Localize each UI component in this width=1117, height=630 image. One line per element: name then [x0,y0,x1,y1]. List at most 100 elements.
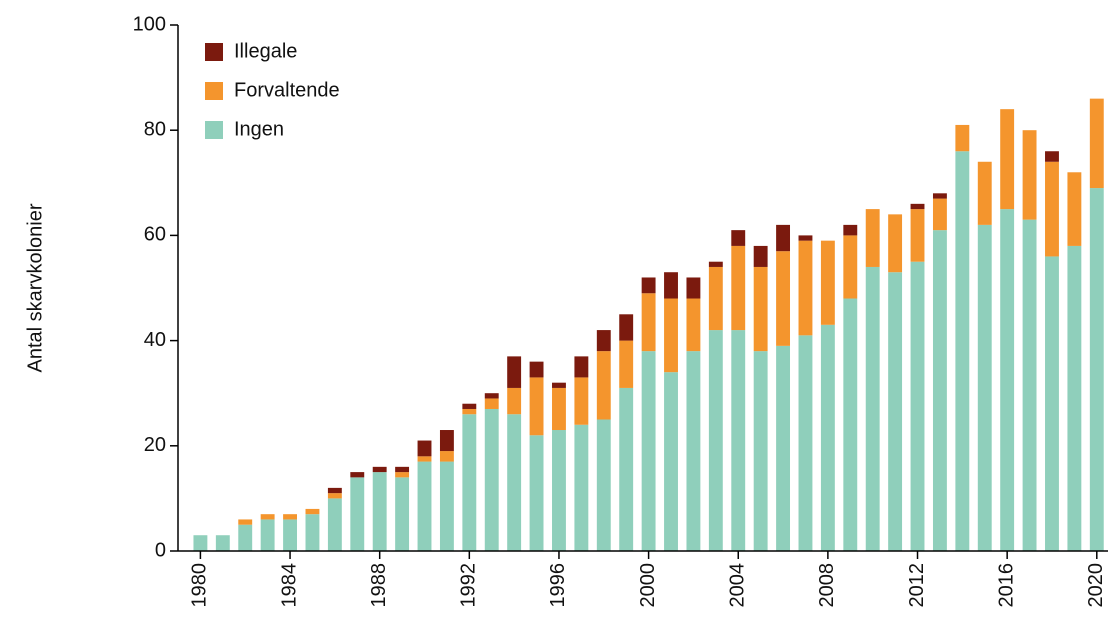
bar-segment [641,277,656,294]
bar-segment [798,240,813,336]
bar-segment [439,451,454,462]
bar-segment [910,209,925,262]
bar-segment [193,535,208,551]
bar-segment [1089,98,1104,189]
bar-segment [664,372,678,551]
bar-segment [417,440,432,457]
bar-segment [888,272,903,551]
y-tick-label: 60 [144,224,166,246]
bar-segment [932,193,947,199]
x-tick-label: 2004 [727,563,749,608]
bar-segment [327,487,342,494]
bar-segment [1045,256,1059,551]
x-tick-label: 1980 [189,563,211,608]
bar-segment [574,356,589,378]
bar-segment [327,498,342,551]
bar-segment [1045,151,1059,162]
bar-segment [798,235,813,241]
bar-segment [395,472,410,478]
bar-segment [1067,245,1082,552]
bar-segment [529,377,544,436]
bar-segment [1022,219,1037,551]
bar-segment [865,266,880,551]
bar-segment [1022,130,1037,220]
y-tick-label: 80 [144,118,166,140]
bar-segment [596,419,611,551]
bar-segment [529,435,544,551]
bar-segment [731,230,746,246]
bar-segment [641,351,656,551]
bar-segment [462,414,477,551]
bar-segment [820,240,835,325]
bar-segment [507,414,522,551]
legend-label: Illegale [234,40,297,62]
bar-segment [1000,109,1015,210]
bar-segment [888,214,903,273]
bar-segment [753,266,768,352]
bar-segment [731,245,746,331]
bar-segment [1089,188,1104,551]
bar-segment [395,466,410,473]
bar-segment [776,251,791,346]
x-tick-label: 2016 [995,563,1017,608]
bar-segment [507,356,522,388]
legend-label: Ingen [234,118,284,140]
bar-segment [395,477,410,551]
bar-segment [552,430,566,551]
bar-segment [305,508,320,515]
bar-segment [619,340,634,388]
bar-segment [260,519,275,551]
bar-segment [619,387,634,551]
bar-segment [955,124,970,152]
bar-segment [484,408,499,551]
legend-swatch [205,43,223,61]
bar-segment [574,377,589,425]
bar-segment [686,277,701,299]
bar-segment [283,514,297,520]
bar-segment [417,461,432,551]
bar-segment [910,203,925,210]
bar-segment [641,293,656,352]
legend-label: Forvaltende [234,79,340,101]
x-tick-label: 2020 [1085,563,1107,608]
bar-segment [417,456,432,462]
bar-segment [731,330,746,551]
bar-segment [686,351,701,551]
bar-segment [664,298,678,373]
y-tick-label: 40 [144,329,166,351]
bar-segment [596,330,611,352]
bar-segment [305,514,320,551]
bar-segment [708,330,723,551]
bar-segment [372,466,387,473]
bar-segment [484,393,499,399]
bar-segment [664,272,678,299]
bar-segment [439,430,454,452]
x-tick-label: 1992 [458,563,480,608]
bar-segment [552,387,566,431]
bar-segment [1045,161,1059,257]
bar-segment [574,424,589,551]
bar-segment [708,266,723,331]
bar-segment [1067,172,1082,246]
bar-segment [798,335,813,551]
bar-segment [843,298,858,551]
bar-segment [708,261,723,267]
bar-segment [686,298,701,352]
bar-segment [820,324,835,551]
x-tick-label: 2012 [906,563,928,608]
bar-segment [1000,209,1015,551]
bar-segment [484,398,499,409]
bar-segment [215,535,230,551]
bar-segment [619,314,634,341]
bar-segment [753,245,768,267]
bar-segment [865,209,880,267]
bar-segment [327,493,342,499]
bar-segment [439,461,454,551]
bar-segment [843,224,858,236]
bar-segment [932,230,947,551]
x-tick-label: 2008 [816,563,838,608]
bar-segment [350,477,365,551]
bar-segment [753,351,768,551]
y-tick-label: 100 [133,13,166,35]
